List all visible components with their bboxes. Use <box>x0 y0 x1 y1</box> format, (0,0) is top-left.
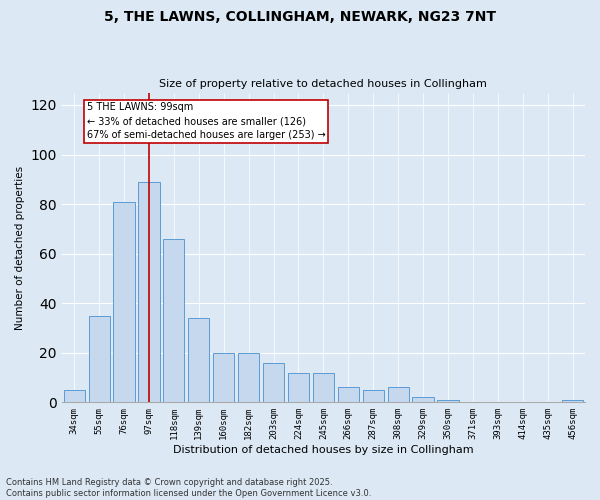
Bar <box>64 390 85 402</box>
Title: Size of property relative to detached houses in Collingham: Size of property relative to detached ho… <box>160 79 487 89</box>
Bar <box>263 362 284 403</box>
Bar <box>388 388 409 402</box>
Y-axis label: Number of detached properties: Number of detached properties <box>15 166 25 330</box>
Bar <box>288 372 309 402</box>
Bar <box>412 398 434 402</box>
Bar <box>89 316 110 402</box>
Text: 5, THE LAWNS, COLLINGHAM, NEWARK, NG23 7NT: 5, THE LAWNS, COLLINGHAM, NEWARK, NG23 7… <box>104 10 496 24</box>
Text: 5 THE LAWNS: 99sqm
← 33% of detached houses are smaller (126)
67% of semi-detach: 5 THE LAWNS: 99sqm ← 33% of detached hou… <box>87 102 325 141</box>
Bar <box>163 239 184 402</box>
Bar <box>562 400 583 402</box>
Bar <box>437 400 458 402</box>
Bar <box>313 372 334 402</box>
Bar <box>362 390 384 402</box>
Bar <box>113 202 134 402</box>
Text: Contains HM Land Registry data © Crown copyright and database right 2025.
Contai: Contains HM Land Registry data © Crown c… <box>6 478 371 498</box>
X-axis label: Distribution of detached houses by size in Collingham: Distribution of detached houses by size … <box>173 445 474 455</box>
Bar <box>188 318 209 402</box>
Bar <box>213 353 235 403</box>
Bar <box>139 182 160 402</box>
Bar <box>238 353 259 403</box>
Bar <box>338 388 359 402</box>
